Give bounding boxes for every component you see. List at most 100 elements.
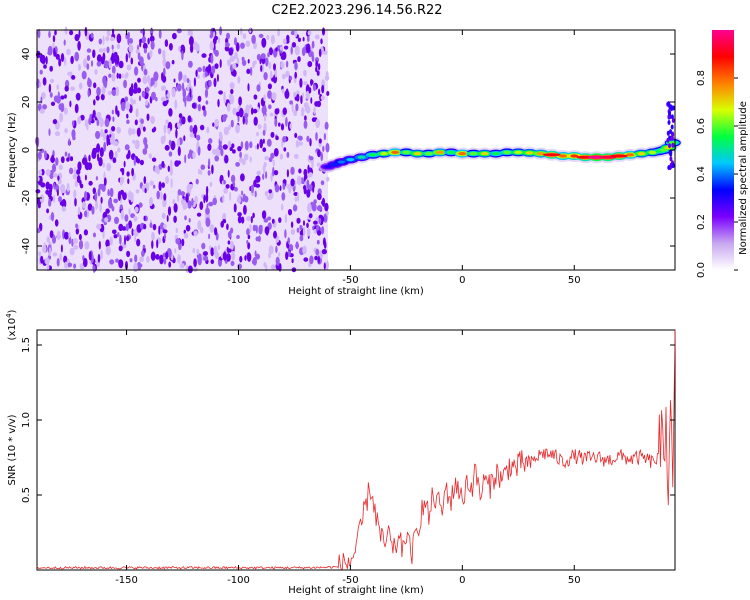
noise-blob [263, 114, 267, 122]
colorbar-tick-label: 0.4 [696, 166, 707, 182]
noise-blob [290, 221, 294, 228]
noise-blob [86, 55, 91, 61]
colorbar-tick-label: 0.0 [696, 262, 707, 278]
noise-blob [116, 72, 119, 79]
noise-blob [160, 96, 166, 102]
noise-blob [246, 228, 250, 236]
noise-blob [304, 115, 307, 121]
noise-blob [201, 242, 206, 250]
noise-blob [56, 230, 61, 241]
noise-blob [263, 72, 268, 81]
noise-blob [165, 176, 170, 184]
edge-blob [668, 103, 672, 109]
noise-blob [154, 165, 160, 174]
colorbar-ticks: 0.0 0.2 0.4 0.6 0.8 [696, 70, 738, 278]
noise-blob [282, 38, 287, 45]
noise-blob [161, 85, 165, 91]
noise-blob [261, 210, 267, 220]
noise-blob [270, 152, 275, 159]
noise-blob [259, 138, 264, 149]
noise-blob [237, 212, 242, 217]
noise-blob [66, 182, 70, 192]
noise-blob [48, 30, 51, 38]
noise-blob [249, 156, 252, 163]
noise-blob [299, 230, 303, 236]
noise-blob [260, 65, 263, 72]
noise-blob [263, 218, 269, 223]
noise-blob [131, 228, 134, 237]
noise-blob [127, 149, 131, 159]
noise-blob [303, 69, 307, 77]
ridge-core [648, 150, 657, 154]
noise-blob [125, 32, 129, 40]
noise-blob [233, 203, 237, 213]
noise-blob [70, 86, 75, 91]
noise-blob [151, 231, 155, 241]
noise-blob [106, 46, 110, 54]
noise-blob [181, 116, 186, 125]
noise-blob [64, 128, 68, 134]
noise-blob [294, 196, 298, 202]
noise-blob [249, 66, 253, 76]
noise-blob [96, 61, 102, 67]
noise-blob [203, 194, 206, 204]
noise-blob [49, 78, 55, 84]
noise-blob [74, 197, 77, 207]
noise-blob [216, 74, 219, 82]
noise-blob [287, 37, 290, 43]
noise-blob [308, 213, 313, 219]
snr-x-label: Height of straight line (km) [288, 585, 424, 596]
noise-blob [252, 224, 257, 232]
noise-blob [37, 28, 41, 39]
noise-blob [181, 82, 185, 92]
noise-blob [94, 192, 98, 202]
noise-blob [263, 161, 267, 168]
noise-blob [301, 47, 306, 57]
noise-blob [165, 61, 171, 70]
noise-blob [307, 35, 310, 43]
noise-blob [245, 40, 251, 47]
noise-blob [91, 205, 95, 215]
noise-blob [163, 258, 167, 265]
noise-blob [210, 247, 214, 257]
noise-blob [53, 173, 58, 178]
noise-blob [124, 73, 128, 79]
noise-blob [177, 122, 181, 129]
noise-blob [219, 133, 223, 142]
noise-blob [135, 189, 140, 194]
snr-series-line [36, 329, 676, 570]
noise-blob [133, 156, 136, 166]
noise-blob [164, 39, 169, 47]
spectrogram-y-axis: -40 -20 0 20 40 [21, 48, 675, 254]
noise-blob [104, 129, 108, 134]
noise-blob [265, 229, 269, 236]
noise-blob [217, 36, 221, 44]
noise-blob [306, 189, 311, 198]
edge-blob [668, 143, 671, 149]
noise-blob [237, 76, 241, 84]
noise-blob [73, 189, 77, 199]
noise-blob [257, 235, 261, 242]
noise-blob [54, 219, 59, 227]
noise-blob [280, 61, 285, 69]
noise-blob [295, 241, 299, 250]
noise-blob [81, 70, 87, 80]
noise-blob [271, 77, 276, 82]
noise-blob [189, 44, 194, 53]
noise-blob [49, 92, 53, 98]
noise-blob [79, 183, 84, 189]
noise-blob [37, 151, 42, 160]
noise-blob [83, 58, 88, 68]
noise-blob [232, 149, 236, 154]
noise-blob [298, 141, 303, 146]
noise-blob [254, 190, 257, 198]
noise-blob [268, 61, 272, 70]
noise-blob [149, 196, 153, 207]
noise-blob [205, 100, 209, 105]
noise-blob [162, 100, 168, 107]
noise-blob [273, 230, 277, 239]
noise-blob [320, 180, 325, 186]
noise-blob [98, 157, 103, 167]
noise-blob [209, 224, 215, 233]
noise-blob [168, 261, 172, 268]
